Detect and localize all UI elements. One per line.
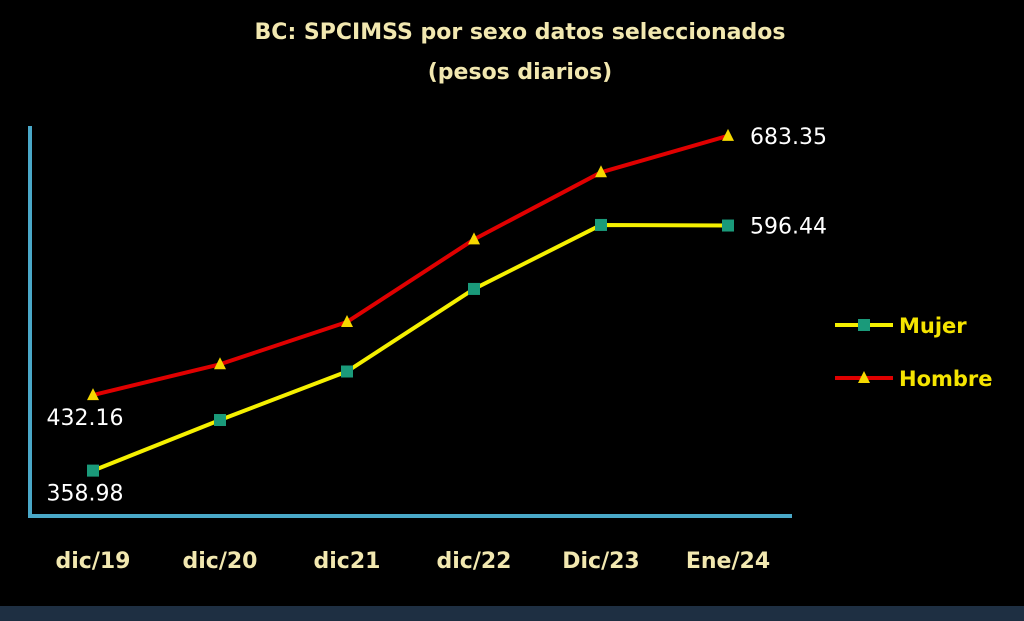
chart-title: BC: SPCIMSS por sexo datos seleccionados: [254, 20, 786, 45]
data-point-hombre: [214, 357, 226, 370]
legend-label-mujer: Mujer: [899, 314, 967, 338]
data-point-mujer: [722, 219, 734, 232]
data-label: 432.16: [47, 406, 124, 431]
data-point-hombre: [722, 128, 734, 141]
data-point-hombre: [468, 232, 480, 245]
data-point-mujer: [87, 464, 99, 477]
x-tick-label: dic21: [314, 549, 381, 574]
x-tick-label: dic/19: [56, 549, 131, 574]
x-tick-label: dic/20: [183, 549, 258, 574]
legend-marker-hombre: [858, 371, 870, 383]
data-point-mujer: [214, 414, 226, 427]
data-point-mujer: [595, 218, 607, 231]
data-label: 358.98: [47, 482, 124, 507]
legend-marker-mujer: [858, 319, 870, 331]
data-point-hombre: [595, 165, 607, 178]
data-point-mujer: [341, 365, 353, 378]
data-point-hombre: [341, 314, 353, 327]
series-line-hombre: [92, 133, 729, 398]
x-tick-label: Ene/24: [686, 549, 770, 574]
bottom-strip: [0, 606, 1024, 621]
data-label: 596.44: [750, 215, 827, 240]
data-point-hombre: [87, 388, 99, 401]
series-line-mujer: [92, 222, 729, 473]
chart-subtitle: (pesos diarios): [427, 60, 613, 85]
legend-label-hombre: Hombre: [899, 367, 993, 391]
data-point-mujer: [468, 282, 480, 295]
x-tick-label: Dic/23: [562, 549, 640, 574]
data-label: 683.35: [750, 125, 827, 150]
x-tick-label: dic/22: [437, 549, 512, 574]
chart-frame: [0, 0, 1024, 606]
